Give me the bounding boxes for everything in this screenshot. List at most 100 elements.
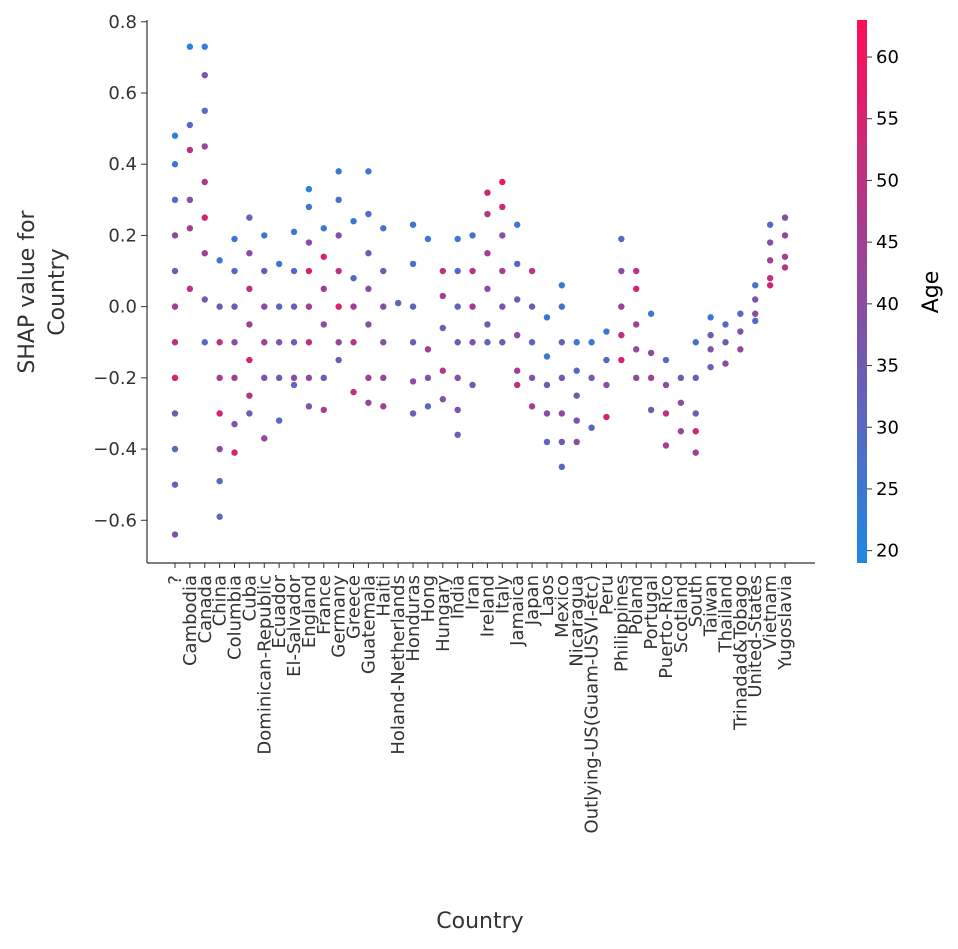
point xyxy=(633,374,640,382)
point xyxy=(201,143,208,150)
x-tick-label: Japan xyxy=(522,575,543,626)
x-tick-label: Peru xyxy=(596,575,617,615)
point xyxy=(201,178,208,186)
y-tick-label: −0.6 xyxy=(93,510,137,531)
y-tick-label: 0.8 xyxy=(108,12,137,33)
point xyxy=(633,321,640,328)
x-tick-label: Hungary xyxy=(433,575,454,652)
point xyxy=(677,428,685,435)
point xyxy=(365,285,372,293)
x-tick-label: Vietnam xyxy=(760,575,781,650)
colorbar-tick-label: 55 xyxy=(876,109,899,130)
point xyxy=(454,339,461,346)
point xyxy=(513,296,521,303)
point xyxy=(380,403,387,410)
point xyxy=(499,232,506,239)
point xyxy=(231,374,238,382)
x-tick-label: Iran xyxy=(463,575,484,610)
point xyxy=(350,217,357,225)
point xyxy=(409,303,417,310)
point xyxy=(186,285,194,293)
x-tick-label: Thailand xyxy=(715,575,736,653)
point xyxy=(484,210,491,218)
point xyxy=(290,228,298,236)
point xyxy=(216,477,223,485)
point xyxy=(766,274,774,282)
point xyxy=(201,296,208,303)
point xyxy=(171,303,179,310)
point xyxy=(380,374,387,382)
x-tick-label: Italy xyxy=(492,575,513,614)
x-tick-label: Ireland xyxy=(477,575,498,637)
point xyxy=(275,260,283,268)
point xyxy=(469,339,476,346)
point xyxy=(216,303,223,310)
x-tick-label: Yugoslavia xyxy=(775,575,796,671)
point xyxy=(513,367,521,374)
point xyxy=(573,367,580,374)
point xyxy=(752,317,759,325)
point xyxy=(752,282,759,289)
point xyxy=(335,356,342,364)
point xyxy=(246,214,253,221)
point xyxy=(439,267,447,275)
x-axis-label: Country xyxy=(436,909,523,934)
point xyxy=(692,410,699,417)
point xyxy=(647,406,655,414)
point xyxy=(290,303,298,310)
point xyxy=(469,303,476,310)
x-tick-label: Trinadad&Tobago xyxy=(730,575,751,731)
colorbar-tick-label: 40 xyxy=(876,294,899,315)
point xyxy=(216,339,223,346)
point xyxy=(766,257,774,264)
point xyxy=(365,399,372,406)
point xyxy=(320,253,327,260)
point xyxy=(558,303,566,310)
point xyxy=(618,235,625,243)
point xyxy=(692,339,699,346)
point xyxy=(365,374,372,382)
point xyxy=(707,331,714,339)
point xyxy=(528,374,536,382)
x-tick-label: Ecuador xyxy=(269,574,290,648)
colorbar-tick-label: 50 xyxy=(876,170,899,191)
point xyxy=(290,339,298,346)
point xyxy=(484,285,491,293)
x-tick-label: Cuba xyxy=(239,575,260,621)
point xyxy=(647,349,655,357)
point xyxy=(692,374,699,382)
x-tick-label: Columbia xyxy=(225,575,246,660)
point xyxy=(603,356,610,364)
x-tick-label: England xyxy=(299,575,320,648)
point xyxy=(171,232,179,239)
point xyxy=(171,161,179,168)
x-tick-label: Puerto-Rico xyxy=(656,575,677,679)
point xyxy=(216,410,223,417)
point xyxy=(484,189,491,196)
point xyxy=(246,356,253,364)
point xyxy=(246,392,253,399)
point xyxy=(618,356,625,364)
point xyxy=(275,339,283,346)
x-tick-label: Holand-Netherlands xyxy=(388,575,409,755)
colorbar-tick-label: 35 xyxy=(876,356,899,377)
point xyxy=(513,221,521,228)
point xyxy=(469,232,476,239)
point xyxy=(335,303,342,310)
point xyxy=(484,339,491,346)
point xyxy=(766,282,774,289)
point xyxy=(484,321,491,328)
point xyxy=(335,339,342,346)
point xyxy=(201,250,208,257)
point xyxy=(469,267,476,275)
point xyxy=(246,410,253,417)
point xyxy=(261,303,268,310)
colorbar-tick-label: 60 xyxy=(876,47,899,68)
point xyxy=(290,381,298,389)
x-tick-label: Dominican-Republic xyxy=(254,575,275,755)
point xyxy=(558,410,566,417)
point xyxy=(707,346,714,353)
point xyxy=(781,264,789,271)
point xyxy=(394,299,402,307)
point xyxy=(365,168,372,175)
